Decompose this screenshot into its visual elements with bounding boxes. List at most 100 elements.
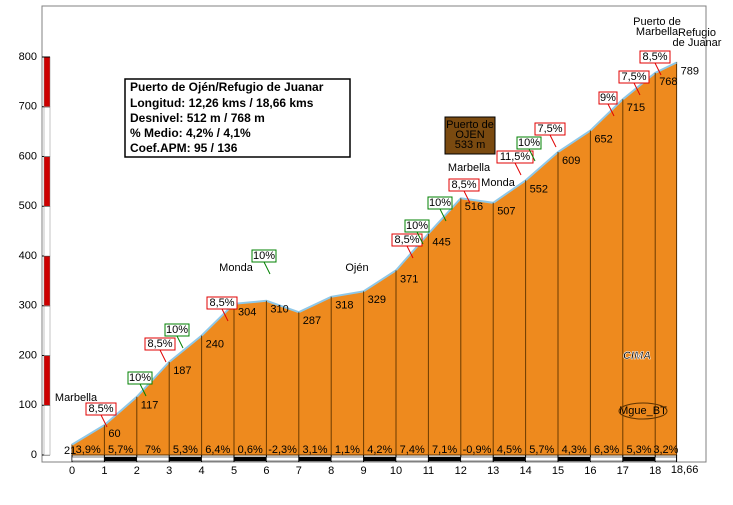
x-tick-label: 3 bbox=[166, 465, 172, 477]
x-tick-label: 12 bbox=[455, 465, 467, 477]
elevation-label: 21 bbox=[64, 445, 76, 457]
km-band bbox=[104, 456, 138, 462]
callout-pointer bbox=[406, 245, 414, 259]
elevation-label: 117 bbox=[141, 400, 159, 412]
callout-pointer bbox=[514, 162, 522, 176]
km-band bbox=[557, 456, 591, 462]
km-band bbox=[266, 456, 300, 462]
gradient-label: 7% bbox=[145, 444, 161, 456]
y-tick-label: 500 bbox=[19, 200, 37, 212]
callout-pointer bbox=[159, 349, 167, 363]
author-badge bbox=[618, 402, 668, 420]
gradient-label: 4,5% bbox=[497, 444, 522, 456]
km-band bbox=[492, 456, 526, 462]
callout-pointer bbox=[221, 308, 229, 322]
y-tick-label: 0 bbox=[31, 449, 37, 461]
km-band bbox=[201, 456, 235, 462]
altitude-band bbox=[43, 206, 51, 257]
annotation: de Juanar bbox=[673, 37, 722, 49]
elevation-label: 287 bbox=[303, 315, 321, 327]
km-band bbox=[622, 456, 656, 462]
elevation-label: 304 bbox=[238, 307, 256, 319]
km-band bbox=[395, 456, 429, 462]
x-tick-label: 14 bbox=[519, 465, 531, 477]
elevation-label: 715 bbox=[627, 102, 645, 114]
gradient-label: -0,9% bbox=[463, 444, 492, 456]
km-band bbox=[136, 456, 170, 462]
y-tick-label: 100 bbox=[19, 399, 37, 411]
info-box-frame bbox=[124, 78, 351, 158]
callout-label: 10% bbox=[253, 250, 275, 262]
callout-label: 8,5% bbox=[209, 297, 234, 309]
info-box: Puerto de Ojén/Refugio de Juanar Longitud… bbox=[124, 78, 351, 158]
callout-label: 8,5% bbox=[642, 51, 667, 63]
gradient-label: 5,3% bbox=[626, 444, 651, 456]
pass-box-label: 533 m bbox=[455, 139, 486, 151]
gradient-label: 4,3% bbox=[562, 444, 587, 456]
annotation: Puerto de bbox=[633, 16, 681, 28]
x-tick-label: 6 bbox=[263, 465, 269, 477]
callout-pointer bbox=[100, 414, 108, 428]
gradient-label: -2,3% bbox=[268, 444, 297, 456]
elevation-label: 310 bbox=[270, 304, 288, 316]
y-tick-label: 800 bbox=[19, 51, 37, 63]
profile-line bbox=[71, 61, 678, 446]
gradient-label: 3,1% bbox=[302, 444, 327, 456]
x-tick-label: 8 bbox=[328, 465, 334, 477]
km-band bbox=[168, 456, 202, 462]
gradient-label: 3,2% bbox=[653, 444, 678, 456]
elevation-label: 609 bbox=[562, 155, 580, 167]
callout-label: 8,5% bbox=[88, 403, 113, 415]
y-tick-label: 300 bbox=[19, 300, 37, 312]
callout-label: 10% bbox=[429, 197, 451, 209]
x-tick-label: 16 bbox=[584, 465, 596, 477]
x-tick-label: 15 bbox=[552, 465, 564, 477]
gradient-label: 0,6% bbox=[238, 444, 263, 456]
gradient-label: 5,7% bbox=[529, 444, 554, 456]
altitude-band bbox=[43, 355, 51, 406]
elevation-label: 318 bbox=[335, 300, 353, 312]
annotation: Mgue_BT bbox=[619, 405, 667, 417]
km-band bbox=[330, 456, 364, 462]
km-band bbox=[298, 456, 332, 462]
altitude-band bbox=[43, 56, 51, 107]
callout-box bbox=[516, 136, 542, 150]
y-tick-label: 700 bbox=[19, 101, 37, 113]
callout-box bbox=[391, 233, 423, 247]
elevation-label: 445 bbox=[432, 237, 450, 249]
altitude-band bbox=[43, 156, 51, 207]
annotation: Marbella bbox=[55, 392, 98, 404]
y-tick-label: 200 bbox=[19, 349, 37, 361]
altitude-band bbox=[43, 255, 51, 306]
callout-box bbox=[639, 50, 671, 64]
km-band bbox=[590, 456, 624, 462]
gradient-label: 7,1% bbox=[432, 444, 457, 456]
info-box-line: % Medio: 4,2% / 4,1% bbox=[130, 126, 251, 140]
km-band bbox=[460, 456, 494, 462]
callout-box bbox=[144, 337, 176, 351]
elevation-label: 240 bbox=[206, 339, 224, 351]
gradient-label: 6,3% bbox=[594, 444, 619, 456]
info-box-line: Coef.APM: 95 / 136 bbox=[130, 141, 238, 155]
elevation-label: 329 bbox=[368, 294, 386, 306]
callout-pointer bbox=[416, 231, 424, 245]
pass-box-label: Puerto de bbox=[446, 119, 494, 131]
info-box-line: Desnivel: 512 m / 768 m bbox=[130, 111, 265, 125]
callout-label: 7,5% bbox=[537, 123, 562, 135]
gradient-label: 3,9% bbox=[76, 444, 101, 456]
km-band bbox=[363, 456, 397, 462]
callout-label: 10% bbox=[129, 372, 151, 384]
altitude-band bbox=[43, 305, 51, 356]
annotation: Refugio bbox=[678, 27, 716, 39]
elevation-label: 789 bbox=[681, 65, 699, 77]
callout-box bbox=[404, 219, 430, 233]
elevation-label: 187 bbox=[173, 365, 191, 377]
callout-label: 7,5% bbox=[621, 71, 646, 83]
gradient-label: 1,1% bbox=[335, 444, 360, 456]
km-band bbox=[71, 456, 105, 462]
annotation: Ojén bbox=[345, 262, 368, 274]
callout-label: 9% bbox=[600, 92, 616, 104]
x-tick-label: 17 bbox=[617, 465, 629, 477]
